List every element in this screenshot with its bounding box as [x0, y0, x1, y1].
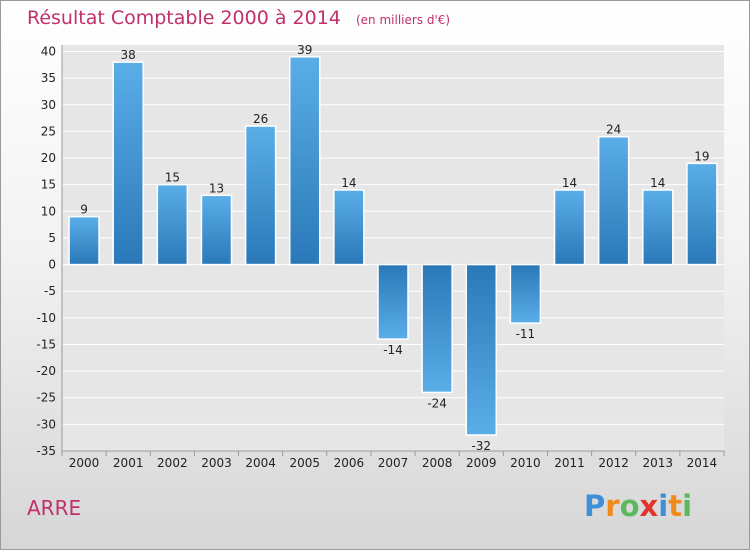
y-tick-label: -15	[36, 337, 56, 351]
y-tick-label: 35	[41, 71, 56, 85]
data-label: 19	[694, 149, 709, 163]
y-tick-label: -10	[36, 311, 56, 325]
x-tick-label: 2011	[554, 456, 585, 470]
x-tick-label: 2012	[598, 456, 629, 470]
x-tick-label: 2009	[466, 456, 497, 470]
x-tick-label: 2006	[334, 456, 365, 470]
bar-2006	[333, 189, 365, 266]
x-tick-label: 2001	[113, 456, 144, 470]
bar-2008	[421, 263, 453, 394]
bar-2000	[68, 215, 100, 266]
x-tick-label: 2008	[422, 456, 453, 470]
bars	[68, 56, 718, 436]
bar-2001	[112, 61, 144, 266]
x-tick-label: 2010	[510, 456, 541, 470]
logo-letter: i	[658, 489, 669, 523]
x-tick-label: 2004	[245, 456, 276, 470]
logo-letter: t	[668, 489, 683, 523]
y-tick-label: 40	[41, 45, 56, 59]
chart-subtitle: (en milliers d'€)	[355, 13, 451, 27]
y-tick-label: -35	[36, 444, 56, 458]
data-label: 14	[650, 176, 665, 190]
data-label: 13	[209, 181, 224, 195]
y-tick-label: -25	[36, 391, 56, 405]
bar-2004	[244, 125, 277, 266]
y-tick-label: -20	[36, 364, 56, 378]
x-tick-label: 2002	[157, 456, 188, 470]
y-tick-label: 20	[41, 151, 56, 165]
y-tick-label: 30	[41, 98, 56, 112]
logo-letter: P	[584, 489, 606, 523]
y-tick-label: 5	[48, 231, 56, 245]
x-tick-label: 2000	[69, 456, 100, 470]
bar-2014	[686, 162, 718, 266]
bar-2011	[553, 189, 586, 266]
x-tick-label: 2003	[201, 456, 232, 470]
bar-2013	[642, 189, 674, 266]
data-label: 39	[297, 43, 312, 57]
bar-2002	[156, 183, 189, 266]
logo-letter: o	[619, 489, 640, 523]
y-axis-ticks: 40 35 30 25 20 15 10 5 0 -5 -10 -15 -20 -25 -30 -35	[36, 45, 56, 459]
bar-2003	[200, 194, 233, 266]
y-tick-label: 15	[41, 178, 56, 192]
data-label: -11	[516, 327, 536, 341]
y-tick-label: -5	[44, 284, 56, 298]
logo-letter: r	[605, 489, 620, 523]
data-labels: 9 38 15 13 26 39 14 -14 -24 -32 -11 14 24 14 19	[80, 43, 709, 453]
y-tick-label: 10	[41, 204, 56, 218]
x-tick-label: 2005	[289, 456, 320, 470]
data-label: 38	[121, 48, 136, 62]
proxiti-logo: Proxiti	[584, 489, 692, 523]
bar-2012	[597, 135, 630, 266]
data-label: 14	[562, 176, 577, 190]
bar-2007	[377, 263, 409, 340]
data-label: 24	[606, 123, 621, 137]
bar-2009	[465, 263, 498, 436]
x-tick-label: 2014	[687, 456, 718, 470]
x-tick-label: 2013	[643, 456, 674, 470]
data-label: -14	[383, 343, 403, 357]
y-tick-label: 25	[41, 124, 56, 138]
y-tick-label: 0	[48, 258, 56, 272]
data-label: -24	[427, 396, 447, 410]
title-row: Résultat Comptable 2000 à 2014 (en milli…	[27, 7, 450, 29]
data-label: 14	[341, 176, 356, 190]
bar-2005	[288, 56, 321, 266]
data-label: 9	[80, 203, 88, 217]
chart-title: Résultat Comptable 2000 à 2014	[27, 7, 341, 29]
logo-letter: i	[682, 489, 693, 523]
y-tick-label: -30	[36, 417, 56, 431]
data-label: 26	[253, 112, 268, 126]
x-tick-label: 2007	[378, 456, 409, 470]
data-label: -32	[471, 439, 491, 453]
logo-letter: x	[639, 489, 659, 523]
place-name: ARRE	[27, 496, 82, 520]
data-label: 15	[165, 171, 180, 185]
bar-2010	[509, 263, 542, 324]
x-axis-ticks: 2000 2001 2002 2003 2004 2005 2006 2007 2008 2009…	[61, 451, 725, 470]
